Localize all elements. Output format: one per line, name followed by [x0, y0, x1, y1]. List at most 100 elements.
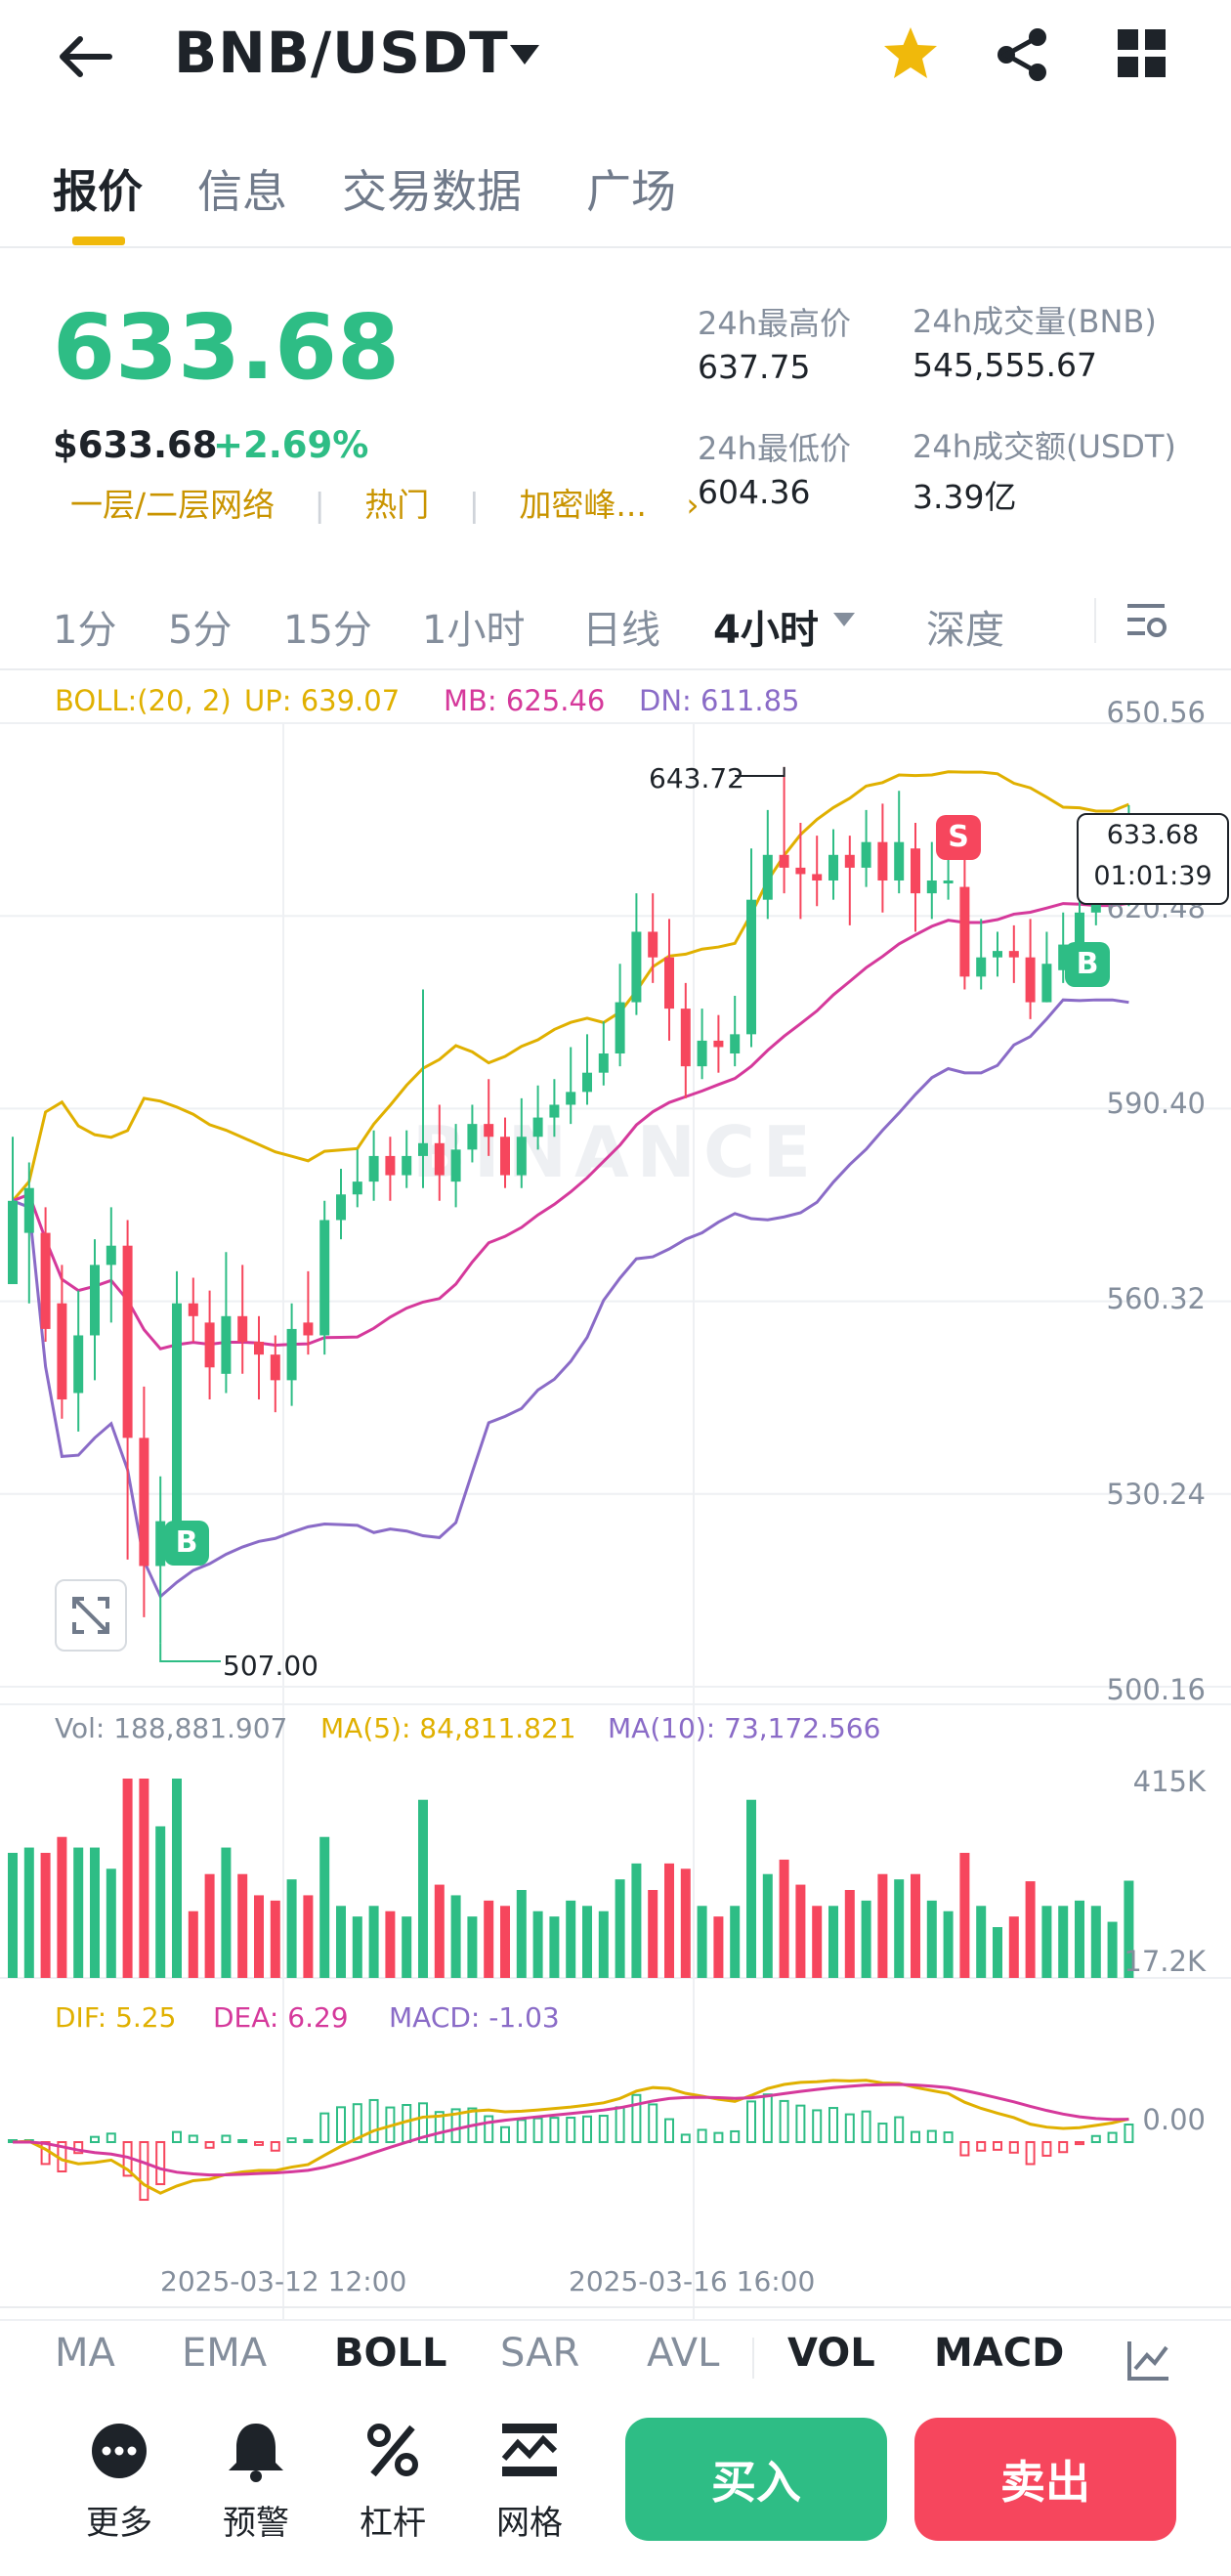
chart-settings-icon[interactable] [1124, 598, 1168, 641]
high-label: 24h最高价 [698, 305, 852, 342]
indicator-ma[interactable]: MA [55, 2331, 115, 2376]
indicator-ema[interactable]: EMA [182, 2331, 268, 2376]
candle-body [911, 848, 920, 894]
boll-params: BOLL:(20, 2) [55, 684, 232, 717]
macd-histogram-bar [877, 2123, 888, 2144]
candle-body [615, 1002, 625, 1054]
divider [0, 668, 1231, 670]
caret-down-icon[interactable] [508, 43, 541, 66]
volume-value: 545,555.67 [913, 346, 1097, 384]
macd-histogram-bar [434, 2111, 445, 2143]
timeframe-depth[interactable]: 深度 [926, 608, 1004, 653]
volume-bar [894, 1879, 905, 1978]
candle-body [861, 841, 871, 868]
indicator-vol[interactable]: VOL [787, 2331, 875, 2376]
candle-body [1025, 957, 1036, 1003]
macd-histogram-bar [549, 2117, 560, 2143]
buy-button[interactable]: 买入 [625, 2418, 887, 2541]
more-label[interactable]: 更多 [86, 2504, 152, 2543]
candle-body [877, 841, 888, 881]
expand-chart-button[interactable] [55, 1579, 127, 1652]
timeframe-15m[interactable]: 15分 [283, 608, 372, 653]
volume-bar [844, 1890, 855, 1978]
boll-mb: MB: 625.46 [444, 684, 606, 717]
tag-layer[interactable]: 一层/二层网络 [70, 486, 276, 524]
candle-body [795, 867, 806, 875]
amount-value: 3.39亿 [913, 478, 1017, 516]
caret-down-icon[interactable] [832, 612, 856, 627]
tab-trading-data[interactable]: 交易数据 [342, 165, 522, 218]
tab-info[interactable]: 信息 [197, 165, 287, 218]
trading-pair-title[interactable]: BNB/USDT [174, 20, 509, 86]
share-icon[interactable] [995, 27, 1049, 82]
candle-body [122, 1245, 133, 1438]
candle-body [8, 1200, 18, 1285]
volume-bar [877, 1873, 888, 1978]
price-change: +2.69% [213, 424, 369, 466]
volume-bar [648, 1890, 658, 1978]
tab-square[interactable]: 广场 [586, 165, 676, 218]
timeframe-1h[interactable]: 1小时 [422, 608, 526, 653]
macd-histogram-bar [976, 2141, 987, 2152]
volume-bar [270, 1900, 280, 1978]
indicator-macd[interactable]: MACD [934, 2331, 1065, 2376]
volume-bar [976, 1906, 987, 1978]
candle-body [484, 1124, 494, 1138]
timeframe-1m[interactable]: 1分 [53, 608, 117, 653]
candle-body [779, 854, 789, 868]
macd-histogram-bar [1025, 2141, 1036, 2166]
volume-bar [221, 1847, 232, 1978]
tag-row[interactable]: 一层/二层网络 | 热门 | 加密峰... › [70, 479, 700, 526]
more-icon[interactable] [80, 2420, 158, 2482]
star-icon[interactable] [881, 25, 940, 82]
buy-marker: B [164, 1521, 209, 1566]
macd-histogram-bar [73, 2141, 84, 2155]
timeframe-5m[interactable]: 5分 [168, 608, 233, 653]
volume-bar [746, 1799, 756, 1978]
grid-icon[interactable] [1118, 29, 1167, 78]
volume-bar [1041, 1906, 1052, 1978]
leverage-icon[interactable] [354, 2420, 432, 2482]
low-annotation: 507.00 [223, 1650, 318, 1682]
volume-bar [582, 1906, 592, 1978]
back-arrow-icon[interactable] [55, 33, 113, 80]
indicator-sar[interactable]: SAR [500, 2331, 580, 2376]
volume-bar [516, 1890, 527, 1978]
macd-histogram-bar [106, 2132, 116, 2144]
volume-bars [8, 1779, 1134, 1978]
amount-label: 24h成交额(USDT) [913, 428, 1176, 465]
leverage-label[interactable]: 杠杆 [360, 2504, 426, 2543]
macd-histogram-bar [172, 2130, 182, 2144]
candle-body [155, 1521, 166, 1567]
grid-trading-icon[interactable] [490, 2420, 569, 2482]
kline-chart[interactable]: BINANCE [0, 668, 1231, 2328]
tag-hot[interactable]: 热门 [364, 486, 430, 524]
high-annotation: 643.72 [649, 762, 744, 794]
volume-bar [467, 1916, 478, 1978]
indicator-boll[interactable]: BOLL [334, 2331, 447, 2376]
volume-bar [1124, 1880, 1134, 1978]
sell-button[interactable]: 卖出 [914, 2418, 1176, 2541]
chevron-right-icon[interactable]: › [686, 486, 700, 524]
candle-body [566, 1092, 576, 1105]
macd-histogram-bar [582, 2115, 592, 2144]
tag-crypto[interactable]: 加密峰... [519, 486, 647, 524]
indicator-settings-icon[interactable] [1125, 2340, 1170, 2383]
volume-bar [1075, 1900, 1084, 1978]
macd-dea: DEA: 6.29 [213, 2001, 349, 2034]
tab-quote[interactable]: 报价 [53, 165, 143, 218]
candle-body [959, 886, 970, 977]
alert-label[interactable]: 预警 [223, 2504, 289, 2543]
volume-bar [237, 1873, 248, 1978]
macd-histogram-bar [368, 2098, 379, 2143]
macd-histogram-bar [90, 2135, 100, 2143]
grid-label[interactable]: 网格 [496, 2504, 563, 2543]
volume-bar [598, 1911, 609, 1978]
bell-icon[interactable] [217, 2420, 295, 2482]
timeframe-4h[interactable]: 4小时 [713, 608, 819, 653]
buy-marker: B [1065, 942, 1110, 987]
candle-countdown: 01:01:39 [1093, 861, 1212, 891]
indicator-avl[interactable]: AVL [647, 2331, 720, 2376]
macd-histogram-bar [1041, 2141, 1052, 2157]
timeframe-1d[interactable]: 日线 [582, 608, 660, 653]
